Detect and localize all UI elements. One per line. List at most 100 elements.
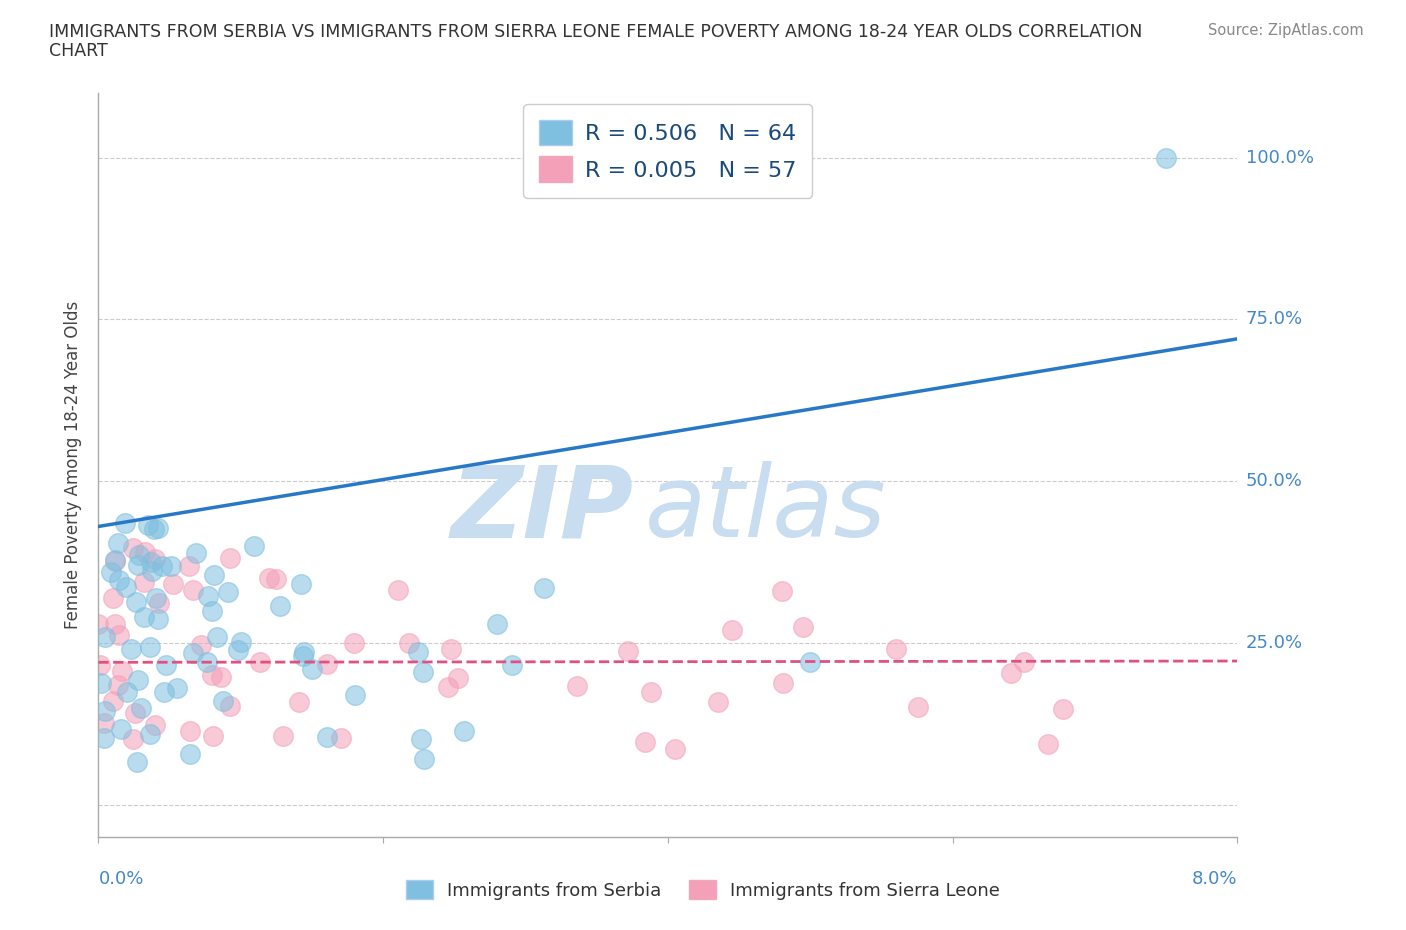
Point — [453, 724, 475, 738]
Point — [139, 726, 162, 741]
Point — [104, 617, 127, 631]
Point — [148, 595, 170, 610]
Point — [93, 715, 115, 730]
Legend: Immigrants from Serbia, Immigrants from Sierra Leone: Immigrants from Serbia, Immigrants from … — [399, 873, 1007, 907]
Point — [218, 551, 240, 565]
Point — [181, 645, 204, 660]
Point — [114, 515, 136, 530]
Point — [121, 731, 143, 746]
Point — [201, 729, 224, 744]
Point — [87, 616, 110, 631]
Point — [707, 695, 730, 710]
Point — [139, 554, 162, 569]
Y-axis label: Female Poverty Among 18-24 Year Olds: Female Poverty Among 18-24 Year Olds — [65, 301, 83, 629]
Point — [94, 630, 117, 644]
Point — [179, 747, 201, 762]
Point — [89, 658, 111, 672]
Point — [271, 728, 294, 743]
Text: 8.0%: 8.0% — [1192, 870, 1237, 888]
Point — [565, 678, 588, 693]
Point — [202, 568, 225, 583]
Point — [115, 579, 138, 594]
Point — [139, 639, 162, 654]
Point — [884, 642, 907, 657]
Text: 25.0%: 25.0% — [1246, 634, 1303, 652]
Point — [150, 559, 173, 574]
Point — [108, 573, 131, 588]
Point — [329, 730, 352, 745]
Point — [259, 571, 281, 586]
Text: CHART: CHART — [49, 42, 108, 60]
Point — [1000, 666, 1022, 681]
Point — [413, 751, 436, 766]
Point — [799, 655, 821, 670]
Point — [1052, 701, 1074, 716]
Text: 50.0%: 50.0% — [1246, 472, 1302, 490]
Point — [343, 636, 366, 651]
Point — [120, 642, 142, 657]
Point — [107, 627, 129, 642]
Point — [103, 694, 125, 709]
Point — [436, 680, 458, 695]
Point — [110, 722, 132, 737]
Point — [640, 684, 662, 699]
Point — [231, 634, 253, 649]
Point — [266, 572, 288, 587]
Point — [290, 577, 312, 591]
Point — [136, 518, 159, 533]
Point — [634, 735, 657, 750]
Point — [179, 724, 201, 738]
Point — [117, 685, 139, 700]
Point — [166, 681, 188, 696]
Point — [153, 684, 176, 699]
Text: 0.0%: 0.0% — [98, 870, 143, 888]
Point — [1012, 655, 1035, 670]
Point — [121, 541, 143, 556]
Point — [155, 658, 177, 672]
Point — [100, 565, 122, 579]
Point — [111, 663, 134, 678]
Point — [134, 544, 156, 559]
Point — [132, 610, 155, 625]
Point — [398, 636, 420, 651]
Point — [160, 559, 183, 574]
Point — [288, 695, 311, 710]
Point — [127, 754, 149, 769]
Point — [249, 655, 271, 670]
Point — [411, 731, 433, 746]
Point — [145, 591, 167, 605]
Point — [486, 616, 509, 631]
Text: atlas: atlas — [645, 461, 887, 558]
Point — [792, 619, 814, 634]
Point — [146, 520, 169, 535]
Point — [212, 693, 235, 708]
Point — [184, 545, 207, 560]
Point — [162, 577, 184, 591]
Text: Source: ZipAtlas.com: Source: ZipAtlas.com — [1208, 23, 1364, 38]
Point — [132, 574, 155, 589]
Point — [226, 643, 249, 658]
Point — [94, 704, 117, 719]
Point — [243, 538, 266, 553]
Point — [1154, 151, 1177, 166]
Point — [316, 729, 339, 744]
Point — [104, 552, 127, 567]
Point — [218, 698, 240, 713]
Point — [217, 585, 239, 600]
Point — [501, 658, 523, 672]
Point — [143, 718, 166, 733]
Text: 100.0%: 100.0% — [1246, 149, 1313, 166]
Point — [104, 553, 127, 568]
Point — [101, 591, 124, 605]
Point — [179, 559, 201, 574]
Point — [720, 622, 742, 637]
Point — [316, 657, 339, 671]
Point — [201, 604, 224, 618]
Point — [201, 668, 224, 683]
Point — [197, 588, 219, 603]
Text: 75.0%: 75.0% — [1246, 311, 1303, 328]
Point — [124, 594, 146, 609]
Point — [772, 675, 794, 690]
Point — [387, 582, 409, 597]
Text: ZIP: ZIP — [451, 461, 634, 558]
